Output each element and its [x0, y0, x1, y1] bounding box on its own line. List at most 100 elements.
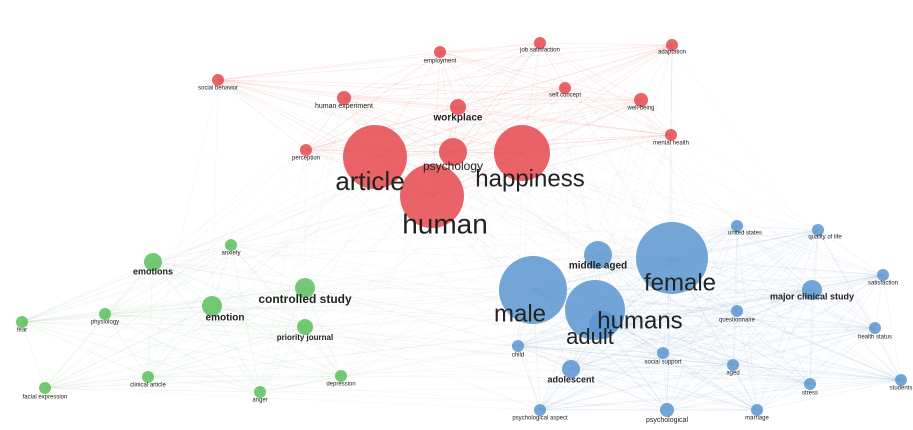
- edge: [44, 310, 738, 389]
- edge: [666, 274, 884, 411]
- edge: [539, 42, 672, 136]
- node: [634, 93, 648, 107]
- node-label: physiology: [91, 320, 119, 326]
- node-label: satisfaction: [868, 281, 898, 287]
- edge: [662, 352, 734, 366]
- edge: [539, 42, 758, 411]
- edge: [517, 345, 664, 354]
- edge: [152, 261, 261, 393]
- edge: [602, 310, 738, 326]
- node: [869, 322, 881, 334]
- edge: [343, 97, 642, 101]
- node-label: marriage: [745, 416, 769, 422]
- edge: [340, 352, 664, 377]
- edge: [594, 99, 642, 311]
- edge: [809, 229, 819, 385]
- edge: [532, 225, 738, 291]
- edge: [217, 79, 307, 151]
- edge: [662, 274, 884, 354]
- edge: [736, 229, 819, 312]
- edge: [594, 274, 884, 311]
- edge: [217, 79, 459, 108]
- node: [534, 404, 546, 416]
- node-label: employment: [424, 59, 457, 65]
- edge: [457, 99, 642, 108]
- edge: [736, 310, 811, 385]
- edge: [570, 310, 738, 370]
- edge: [736, 225, 819, 231]
- node-label: social behavior: [198, 86, 238, 92]
- edge: [230, 244, 884, 276]
- edge: [817, 229, 902, 381]
- node-label: priority journal: [277, 333, 333, 342]
- edge: [21, 195, 433, 323]
- edge: [539, 379, 902, 411]
- edge: [564, 44, 673, 89]
- edge: [662, 352, 902, 381]
- edge: [439, 51, 596, 311]
- edge: [343, 97, 599, 256]
- edge: [811, 289, 902, 381]
- edge: [539, 274, 884, 411]
- edge: [874, 327, 902, 381]
- node-label: adolescent: [547, 374, 594, 384]
- edge: [343, 51, 441, 99]
- edge: [602, 324, 758, 411]
- edge: [152, 261, 306, 328]
- edge: [211, 156, 376, 307]
- edge: [431, 44, 673, 197]
- edge: [21, 321, 342, 377]
- node: [802, 280, 822, 300]
- edge: [304, 287, 342, 377]
- edge: [539, 42, 811, 385]
- edge: [44, 261, 154, 389]
- edge: [211, 305, 342, 377]
- edge: [152, 261, 734, 366]
- node-label: anger: [252, 398, 267, 404]
- edge: [452, 87, 566, 153]
- edge: [217, 79, 672, 136]
- edge: [457, 87, 566, 108]
- edge: [736, 310, 876, 329]
- edge: [452, 151, 541, 411]
- node-label: workplace: [433, 113, 483, 124]
- edge: [211, 305, 572, 370]
- edge: [104, 261, 154, 315]
- node: [559, 82, 571, 94]
- node-label: article: [335, 166, 404, 196]
- edge: [756, 229, 819, 411]
- node: [512, 340, 524, 352]
- edge: [539, 42, 673, 46]
- edge: [457, 44, 673, 108]
- edge: [44, 287, 306, 389]
- edge: [147, 376, 668, 411]
- edge: [21, 261, 154, 323]
- node: [804, 378, 816, 390]
- edge: [666, 310, 738, 411]
- node-label: happiness: [475, 165, 584, 192]
- edge: [230, 244, 534, 291]
- edge: [439, 51, 672, 136]
- edge: [230, 244, 261, 393]
- edge: [602, 324, 876, 329]
- edge: [147, 368, 572, 378]
- edge: [104, 42, 541, 315]
- node-label: health status: [858, 335, 892, 341]
- edge: [439, 51, 459, 108]
- edge: [732, 364, 758, 411]
- node-label: facial expression: [23, 395, 68, 401]
- edge: [217, 79, 345, 99]
- edge: [539, 352, 664, 411]
- edge: [304, 287, 811, 385]
- edge: [439, 44, 673, 53]
- edge: [152, 261, 306, 289]
- edge: [217, 44, 673, 81]
- node-label: stress: [802, 391, 818, 397]
- edge: [21, 274, 884, 323]
- edge: [666, 379, 902, 411]
- edge: [147, 261, 154, 378]
- edge: [147, 257, 673, 378]
- edge: [439, 51, 819, 231]
- edge: [539, 383, 811, 411]
- edge: [457, 106, 672, 136]
